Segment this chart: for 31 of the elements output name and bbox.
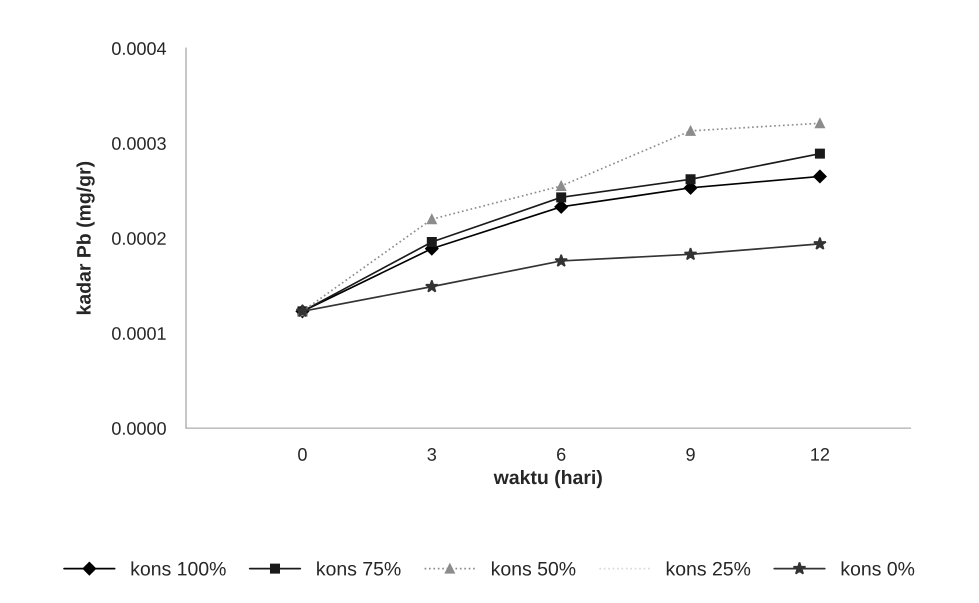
y-tick-label: 0.0002 [112, 232, 166, 245]
point [556, 192, 566, 202]
point [554, 254, 568, 267]
y-tick-label: 0.0001 [112, 327, 166, 340]
point [686, 174, 696, 184]
point [686, 126, 696, 136]
point [554, 200, 568, 214]
point [814, 148, 825, 159]
point [684, 247, 698, 260]
y-tick-label: 0.0004 [112, 42, 166, 55]
legend-label: kons 25% [666, 561, 750, 576]
legend-label: kons 75% [317, 561, 401, 576]
point [425, 280, 439, 293]
x-tick-label: 6 [557, 448, 566, 461]
y-tick-label: 0.0000 [112, 422, 166, 435]
x-axis-title: waktu (hari) [494, 470, 602, 488]
y-tick-label: 0.0003 [112, 137, 166, 150]
x-tick-label: 3 [427, 448, 436, 461]
point [813, 236, 827, 250]
point [813, 170, 827, 184]
x-tick-label: 0 [298, 448, 307, 461]
point [556, 180, 566, 191]
x-tick-label: 9 [686, 448, 695, 461]
x-tick-label: 12 [811, 448, 830, 461]
y-axis-title: kadar Pb (mg/gr) [76, 162, 95, 314]
point [426, 236, 437, 247]
point [814, 118, 825, 128]
legend-label: kons 0% [842, 561, 914, 576]
legend-label: kons 50% [492, 561, 576, 576]
legend-label: kons 100% [132, 561, 226, 576]
point [426, 214, 437, 224]
